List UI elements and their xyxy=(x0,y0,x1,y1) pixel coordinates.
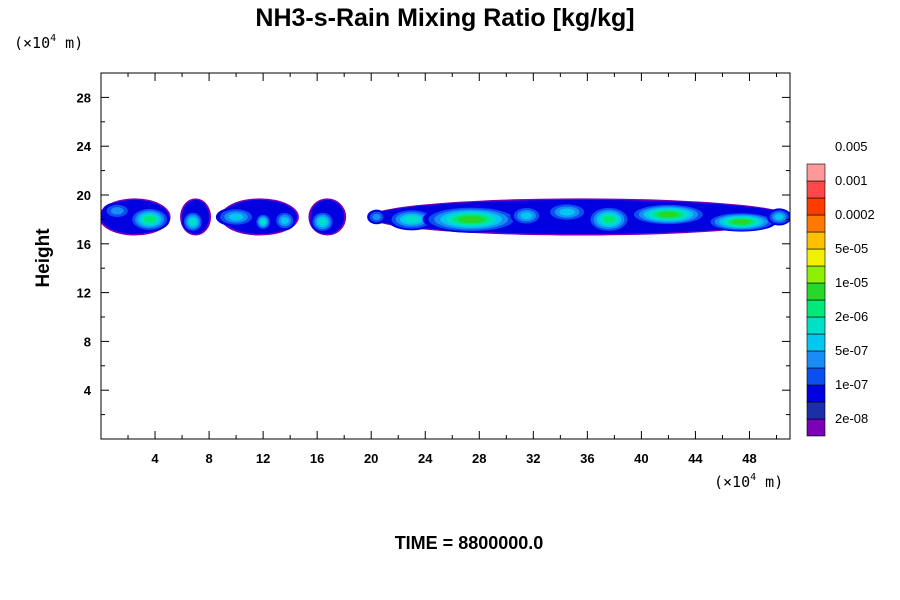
colorbar-swatch xyxy=(806,197,826,216)
contour-level xyxy=(280,217,289,225)
x-tick-label: 12 xyxy=(256,451,270,466)
colorbar-swatch xyxy=(806,333,826,352)
colorbar-label: 1e-07 xyxy=(835,377,868,392)
x-axis: 4 8 12 16 20 24 28 32 36 40 44 48 xyxy=(127,73,777,466)
y-tick-label: 16 xyxy=(77,237,91,252)
contour-level xyxy=(189,218,197,226)
contour-level xyxy=(228,213,244,221)
y-tick-label: 20 xyxy=(77,188,91,203)
colorbar-label: 1e-05 xyxy=(835,275,868,290)
y-tick-label: 8 xyxy=(84,334,91,349)
colorbar-label: 5e-05 xyxy=(835,241,868,256)
contour-level xyxy=(318,218,327,226)
colorbar-swatch xyxy=(806,265,826,284)
colorbar-swatch xyxy=(806,282,826,301)
colorbar-swatch xyxy=(806,367,826,386)
x-tick-label: 8 xyxy=(205,451,212,466)
contour-level xyxy=(657,211,680,218)
colorbar-swatch xyxy=(806,180,826,199)
colorbar-swatch xyxy=(806,163,826,182)
x-tick-label: 36 xyxy=(580,451,594,466)
contour-level xyxy=(260,219,266,225)
x-tick-label: 48 xyxy=(742,451,756,466)
colorbar-swatch xyxy=(806,401,826,420)
y-tick-label: 24 xyxy=(77,139,92,154)
colorbar-swatch xyxy=(806,231,826,250)
colorbar-label: 0.001 xyxy=(835,173,868,188)
colorbar-label: 0.0002 xyxy=(835,207,875,222)
contour-level xyxy=(520,212,533,220)
contour-level xyxy=(403,215,420,223)
colorbar-label: 5e-07 xyxy=(835,343,868,358)
colorbar-label: 2e-06 xyxy=(835,309,868,324)
time-label: TIME = 8800000.0 xyxy=(395,533,544,553)
y-tick-label: 28 xyxy=(77,90,91,105)
contour-field xyxy=(101,198,790,236)
colorbar-swatch xyxy=(806,350,826,369)
contour-level xyxy=(602,215,616,224)
x-tick-label: 20 xyxy=(364,451,378,466)
colorbar-swatch xyxy=(806,299,826,318)
contour-level xyxy=(731,219,751,225)
chart-title: NH3-s-Rain Mixing Ratio [kg/kg] xyxy=(255,4,634,32)
colorbar-swatch xyxy=(806,248,826,267)
contour-level xyxy=(372,213,381,221)
x-tick-label: 28 xyxy=(472,451,486,466)
contour-level xyxy=(110,207,124,215)
colorbar-label: 0.005 xyxy=(835,139,868,154)
contour-level xyxy=(774,213,784,221)
colorbar-label: 2e-08 xyxy=(835,411,868,426)
x-tick-label: 40 xyxy=(634,451,648,466)
contour-level xyxy=(143,215,156,223)
y-axis-label: Height xyxy=(33,228,54,288)
x-tick-label: 24 xyxy=(418,451,433,466)
x-tick-label: 44 xyxy=(688,451,703,466)
y-axis-unit: (×104 m) xyxy=(14,33,83,52)
y-tick-label: 4 xyxy=(84,383,92,398)
colorbar-swatch xyxy=(806,316,826,335)
colorbar: 2e-08 1e-07 5e-07 2e-06 1e-05 5e-05 0.0002 0.00… xyxy=(806,139,875,437)
x-axis-unit: (×104 m) xyxy=(714,472,783,491)
x-tick-label: 16 xyxy=(310,451,324,466)
x-tick-label: 4 xyxy=(151,451,159,466)
contour-level xyxy=(457,215,485,224)
x-tick-label: 32 xyxy=(526,451,540,466)
y-axis: 4 8 12 16 20 24 28 xyxy=(77,90,790,416)
plot-frame xyxy=(100,72,791,440)
y-tick-label: 12 xyxy=(77,286,91,301)
colorbar-swatch xyxy=(806,418,826,437)
contour-level xyxy=(559,208,575,216)
colorbar-swatch xyxy=(806,384,826,403)
colorbar-swatch xyxy=(806,214,826,233)
